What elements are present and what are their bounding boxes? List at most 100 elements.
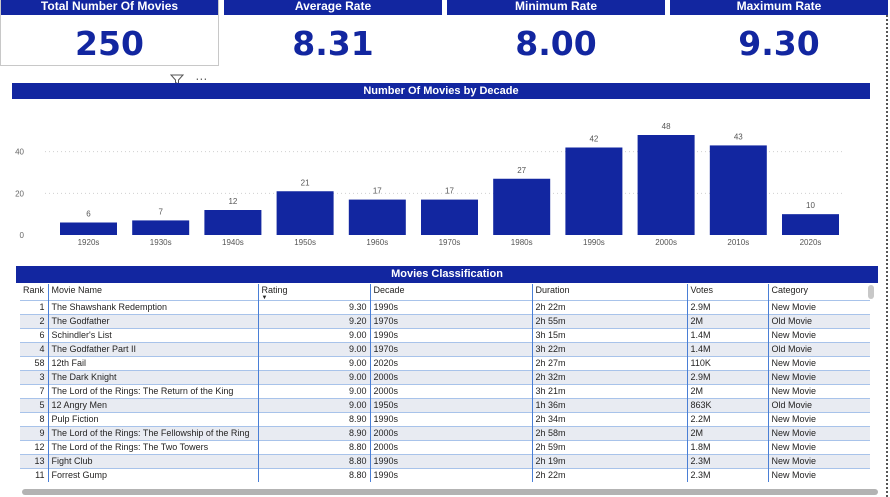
table-row[interactable]: 1 The Shawshank Redemption 9.30 1990s 2h 22m… <box>20 300 870 314</box>
cell-category: New Movie <box>767 426 870 440</box>
cell-rank: 13 <box>34 455 45 466</box>
cell-rank: 8 <box>39 413 45 424</box>
kpi-card-minimum-rate[interactable]: Minimum Rate 8.00 <box>447 0 665 66</box>
table-row[interactable]: 6 Schindler's List 9.00 1990s 3h 15m 1.4M New … <box>20 328 870 342</box>
bar-1960s[interactable] <box>348 199 406 235</box>
table-row[interactable]: 12 The Lord of the Rings: The Two Towers 8… <box>20 440 870 454</box>
column-header-votes[interactable]: Votes <box>686 284 768 300</box>
cell-rank: 6 <box>39 329 45 340</box>
cell-decade: 1990s <box>369 454 532 468</box>
column-header-rating[interactable]: Rating ▼ <box>257 284 370 301</box>
x-tick-label: 2000s <box>655 238 677 247</box>
cell-decade: 1990s <box>369 412 532 426</box>
table-row[interactable]: 4 The Godfather Part II 9.00 1970s 3h 22m 1.4… <box>20 342 870 356</box>
table-row[interactable]: 7 The Lord of the Rings: The Return of th… <box>20 384 870 398</box>
cell-decade: 1950s <box>369 398 532 412</box>
cell-votes: 2M <box>686 314 768 328</box>
bar-1950s[interactable] <box>276 191 334 235</box>
cell-movie-name: The Godfather Part II <box>47 342 258 356</box>
bar-1990s[interactable] <box>565 147 623 236</box>
canvas-border <box>886 0 888 497</box>
cell-decade: 1990s <box>369 468 532 482</box>
x-tick-label: 1920s <box>78 238 100 247</box>
cell-votes: 1.4M <box>686 328 768 342</box>
bar-1920s[interactable] <box>60 222 117 236</box>
more-options-icon[interactable]: ⋯ <box>195 72 209 86</box>
table-row[interactable]: 11 Forrest Gump 8.80 1990s 2h 22m 2.3M New Mov… <box>20 468 870 482</box>
column-header-rank[interactable]: Rank <box>20 284 48 300</box>
cell-category: New Movie <box>767 454 870 468</box>
x-tick-label: 1990s <box>583 238 605 247</box>
cell-movie-name: The Dark Knight <box>47 370 258 384</box>
cell-decade: 2000s <box>369 384 532 398</box>
x-tick-label: 1970s <box>439 238 461 247</box>
cell-movie-name: Pulp Fiction <box>47 412 258 426</box>
cell-rating: 9.00 <box>257 356 370 370</box>
cell-category: New Movie <box>767 356 870 370</box>
kpi-value: 9.30 <box>738 24 820 63</box>
sort-descending-icon[interactable]: ▼ <box>261 295 268 301</box>
cell-duration: 2h 22m <box>531 468 687 482</box>
cell-votes: 2.9M <box>686 370 768 384</box>
x-tick-label: 1930s <box>150 238 172 247</box>
cell-rating: 9.00 <box>257 398 370 412</box>
cell-votes: 110K <box>686 356 768 370</box>
cell-rank: 11 <box>35 469 45 480</box>
table-row[interactable]: 3 The Dark Knight 9.00 2000s 2h 32m 2.9M New M… <box>20 370 870 384</box>
column-header-label: Category <box>771 285 809 295</box>
kpi-card-maximum-rate[interactable]: Maximum Rate 9.30 <box>670 0 888 66</box>
cell-decade: 1970s <box>369 314 532 328</box>
kpi-value: 8.31 <box>292 24 374 63</box>
column-header-label: Movie Name <box>51 285 103 295</box>
x-tick-label: 2020s <box>800 238 822 247</box>
cell-rank: 4 <box>39 343 45 354</box>
table-row[interactable]: 9 The Lord of the Rings: The Fellowship o… <box>20 426 870 440</box>
column-header-movie-name[interactable]: Movie Name <box>47 284 258 300</box>
table-row[interactable]: 5 12 Angry Men 9.00 1950s 1h 36m 863K Old Movi… <box>20 398 870 412</box>
cell-rank: 1 <box>39 301 45 312</box>
cell-category: New Movie <box>767 468 870 482</box>
cell-votes: 1.4M <box>686 342 768 356</box>
x-tick-label: 1980s <box>511 238 533 247</box>
table-row[interactable]: 13 Fight Club 8.80 1990s 2h 19m 2.3M New Movie <box>20 454 870 468</box>
cell-duration: 3h 22m <box>531 342 687 356</box>
movies-table[interactable]: Rank Movie Name Rating ▼ Decade Duration Votes… <box>20 284 870 488</box>
bar-2010s[interactable] <box>709 145 767 235</box>
cell-rating: 9.00 <box>257 384 370 398</box>
x-tick-label: 1940s <box>222 238 244 247</box>
column-header-duration[interactable]: Duration <box>531 284 687 300</box>
cell-movie-name: Schindler's List <box>47 328 258 342</box>
cell-duration: 2h 58m <box>531 426 687 440</box>
cell-category: New Movie <box>767 440 870 454</box>
bar-2000s[interactable] <box>637 135 695 235</box>
bar-1980s[interactable] <box>493 178 551 235</box>
kpi-card-total-movies[interactable]: Total Number Of Movies 250 <box>0 0 219 66</box>
kpi-card-average-rate[interactable]: Average Rate 8.31 <box>224 0 442 66</box>
cell-duration: 2h 59m <box>531 440 687 454</box>
data-label: 12 <box>228 197 237 206</box>
bar-1930s[interactable] <box>132 220 190 235</box>
cell-category: Old Movie <box>767 314 870 328</box>
horizontal-scrollbar[interactable] <box>22 489 878 495</box>
cell-category: Old Movie <box>767 342 870 356</box>
table-row[interactable]: 8 Pulp Fiction 8.90 1990s 2h 34m 2.2M New Movi… <box>20 412 870 426</box>
table-row[interactable]: 58 12th Fail 9.00 2020s 2h 27m 110K New Movie <box>20 356 870 370</box>
column-header-decade[interactable]: Decade <box>369 284 532 300</box>
vertical-scrollbar[interactable] <box>868 285 874 299</box>
bar-1940s[interactable] <box>204 210 262 235</box>
data-label: 48 <box>662 122 671 131</box>
column-header-category[interactable]: Category <box>767 284 870 300</box>
bar-2020s[interactable] <box>782 214 839 235</box>
kpi-title: Total Number Of Movies <box>1 0 218 15</box>
decade-bar-chart[interactable]: 0 20 40 6 1920s 7 1930s 12 1940s 21 1950s 17 1960s 17… <box>0 100 890 260</box>
cell-category: New Movie <box>767 384 870 398</box>
table-row[interactable]: 2 The Godfather 9.20 1970s 2h 55m 2M Old Movie <box>20 314 870 328</box>
column-header-label: Rating <box>261 285 288 295</box>
y-tick-label: 40 <box>15 148 24 157</box>
cell-rank: 7 <box>39 385 45 396</box>
cell-rank: 12 <box>34 441 45 452</box>
bar-1970s[interactable] <box>421 199 478 235</box>
cell-duration: 2h 27m <box>531 356 687 370</box>
cell-votes: 2M <box>686 426 768 440</box>
cell-decade: 1990s <box>369 328 532 342</box>
